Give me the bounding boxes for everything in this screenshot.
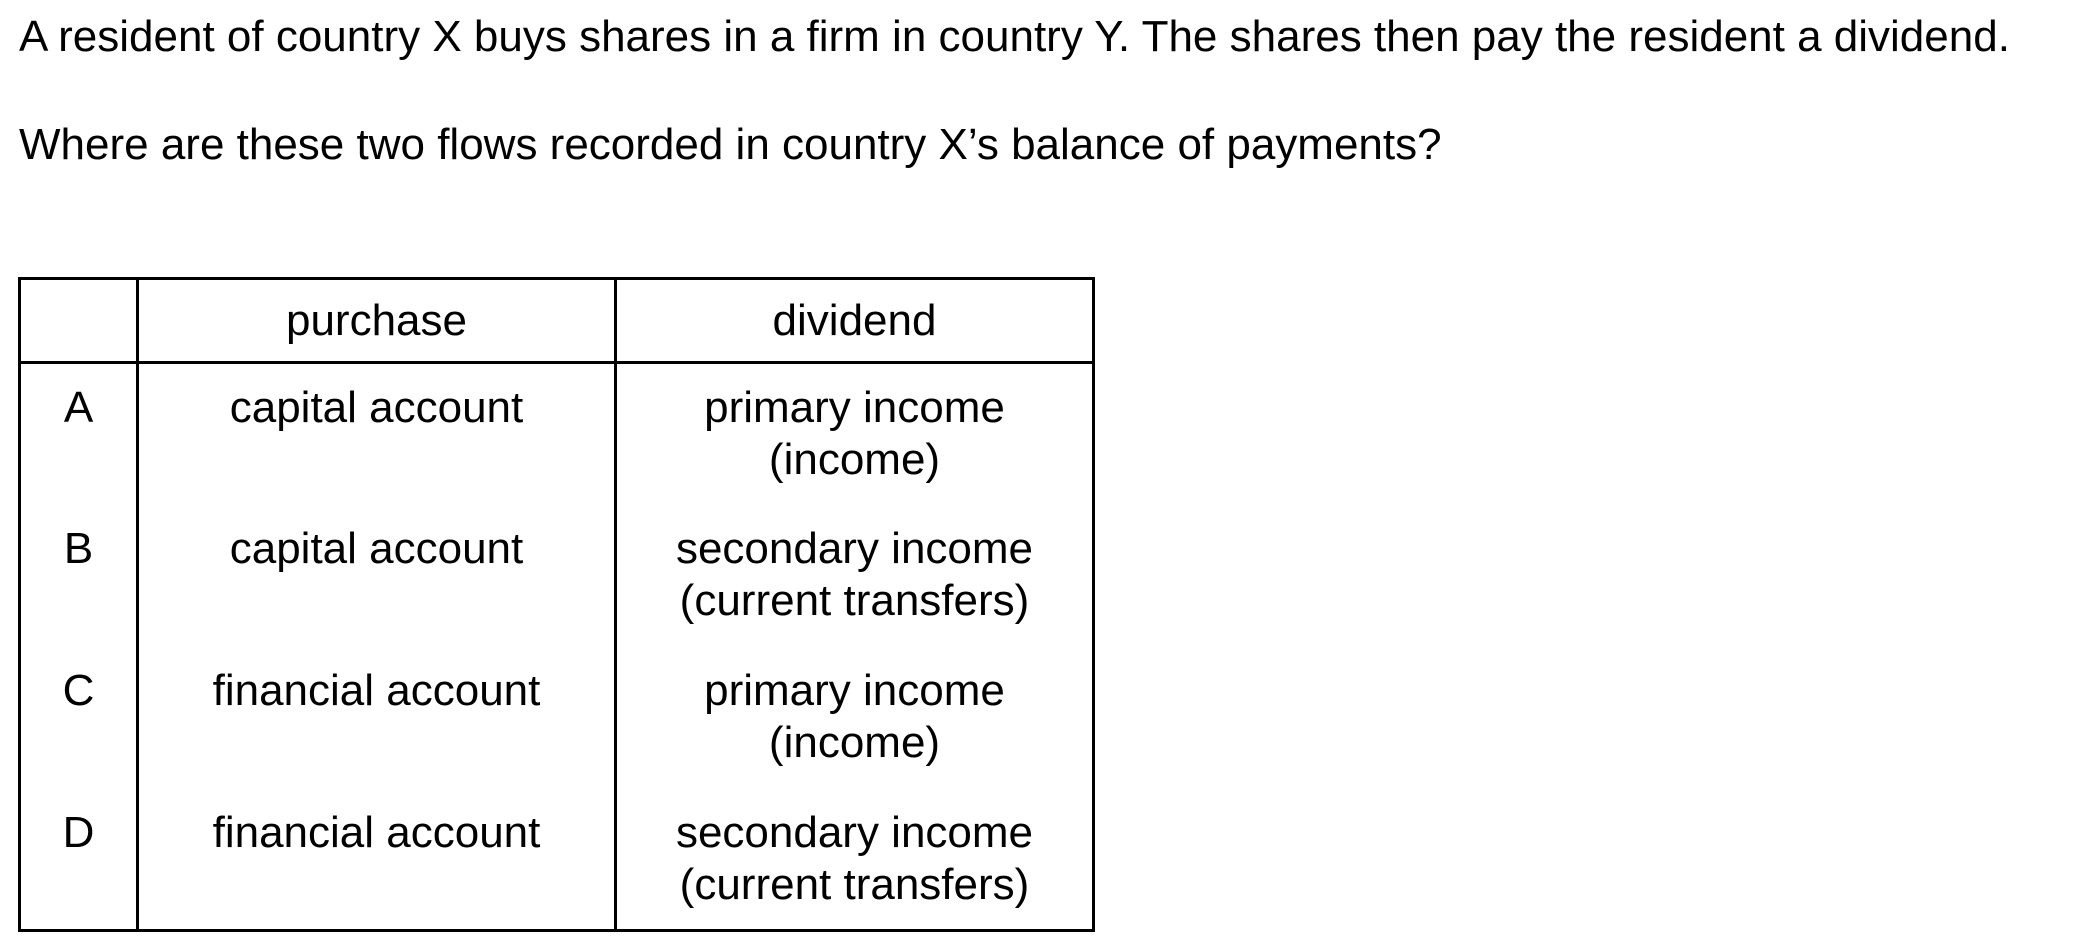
option-dividend: secondary income (current transfers): [614, 788, 1095, 932]
answer-options-table: purchase dividend A capital account prim…: [18, 277, 1095, 932]
question-prompt: Where are these two flows recorded in co…: [19, 120, 1442, 169]
header-dividend: dividend: [614, 277, 1095, 364]
dividend-main: primary income: [704, 665, 1005, 715]
dividend-sub: (current transfers): [679, 575, 1030, 625]
header-purchase: purchase: [136, 277, 617, 364]
option-letter: B: [18, 504, 139, 647]
question-stem: A resident of country X buys shares in a…: [19, 12, 2010, 61]
question-text: A resident of country X buys shares in a…: [19, 10, 2059, 172]
option-purchase: capital account: [136, 504, 617, 647]
option-letter: D: [18, 788, 139, 932]
option-letter: A: [18, 362, 139, 505]
dividend-sub: (income): [768, 435, 941, 484]
dividend-main: secondary income: [675, 807, 1034, 857]
header-letter: [18, 277, 139, 364]
table-header-row: purchase dividend: [18, 277, 1095, 364]
option-purchase: financial account: [136, 788, 617, 932]
dividend-sub: (current transfers): [679, 859, 1030, 909]
option-dividend: secondary income (current transfers): [614, 504, 1095, 647]
dividend-sub: (income): [768, 717, 941, 767]
option-row-a: A capital account primary income (income…: [18, 362, 1095, 505]
option-letter: C: [18, 646, 139, 789]
option-purchase: financial account: [136, 646, 617, 789]
option-row-c: C financial account primary income (inco…: [18, 646, 1095, 789]
option-dividend: primary income (income): [614, 646, 1095, 789]
dividend-main: secondary income: [675, 523, 1034, 573]
option-row-d: D financial account secondary income (cu…: [18, 788, 1095, 932]
option-dividend: primary income (income): [614, 362, 1095, 505]
dividend-main: primary income: [704, 383, 1005, 432]
option-purchase: capital account: [136, 362, 617, 505]
option-row-b: B capital account secondary income (curr…: [18, 504, 1095, 647]
